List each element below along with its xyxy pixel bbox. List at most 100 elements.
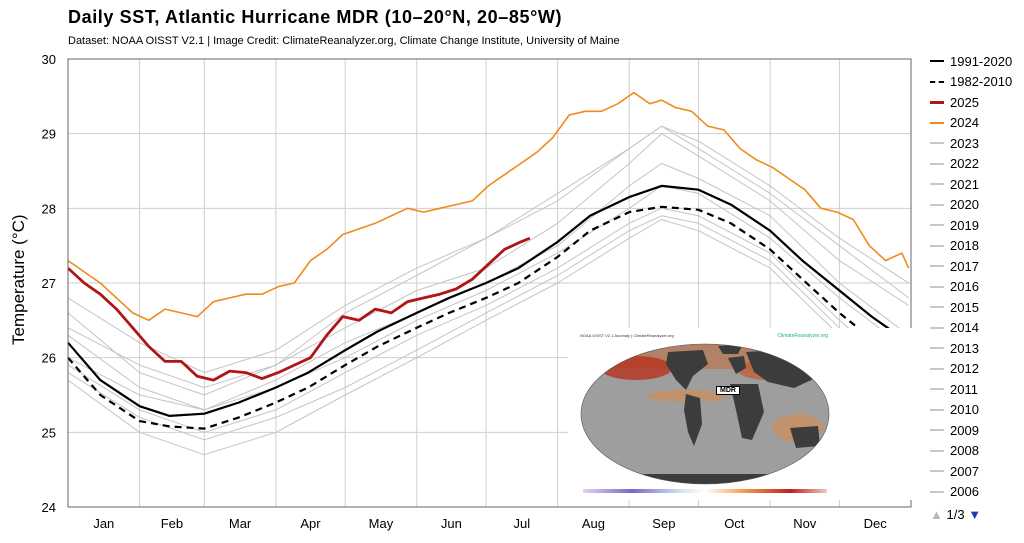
legend-label: 2006 xyxy=(950,484,979,500)
y-tick-label: 27 xyxy=(42,276,56,291)
legend-item[interactable]: 2014 xyxy=(930,318,1024,339)
legend-item[interactable]: 2012 xyxy=(930,359,1024,380)
legend-item[interactable]: 2008 xyxy=(930,441,1024,462)
legend-label: 2009 xyxy=(950,422,979,438)
series-line-2025 xyxy=(67,236,531,382)
legend-item[interactable]: 2021 xyxy=(930,174,1024,195)
y-tick-label: 26 xyxy=(42,351,56,366)
page-down-icon[interactable]: ▼ xyxy=(968,507,982,522)
y-tick-label: 28 xyxy=(42,201,56,216)
inset-logo: ClimateReanalyzer.org xyxy=(777,333,828,339)
legend-label: 2023 xyxy=(950,135,979,151)
legend-swatch-icon xyxy=(930,326,944,329)
legend-swatch-icon xyxy=(930,162,944,165)
series-line-1982-2010 xyxy=(67,205,910,430)
legend-item[interactable]: 2024 xyxy=(930,113,1024,134)
legend-swatch-icon xyxy=(930,408,944,411)
chart-title: Daily SST, Atlantic Hurricane MDR (10–20… xyxy=(68,7,563,27)
x-tick-label: Feb xyxy=(161,516,183,531)
legend-swatch-icon xyxy=(930,80,944,83)
legend-swatch-icon xyxy=(930,142,944,145)
legend-label: 2015 xyxy=(950,299,979,315)
legend-label: 2025 xyxy=(950,94,979,110)
legend-swatch-icon xyxy=(930,306,944,309)
legend-label: 2022 xyxy=(950,156,979,172)
legend-label: 2019 xyxy=(950,217,979,233)
chart-series-lines xyxy=(67,91,910,456)
sst-anomaly-map-inset: NOAA OISST V2.1 Anomaly | ClimateReanaly… xyxy=(568,328,914,500)
legend-swatch-icon xyxy=(930,285,944,288)
legend-swatch-icon xyxy=(930,60,944,63)
x-tick-label: Sep xyxy=(652,516,675,531)
legend-label: 1991-2020 xyxy=(950,53,1013,69)
legend-item[interactable]: 1982-2010 xyxy=(930,72,1024,93)
legend-item[interactable]: 2009 xyxy=(930,420,1024,441)
series-line-other-year-a xyxy=(67,133,909,396)
legend-label: 2021 xyxy=(950,176,979,192)
series-line-other-year-c xyxy=(67,125,909,388)
x-tick-label: Apr xyxy=(300,516,321,531)
legend-item[interactable]: 2022 xyxy=(930,154,1024,175)
legend-item[interactable]: 1991-2020 xyxy=(930,51,1024,72)
legend-swatch-icon xyxy=(930,100,944,104)
legend-item[interactable]: 2015 xyxy=(930,297,1024,318)
legend-label: 2010 xyxy=(950,402,979,418)
legend-label: 2018 xyxy=(950,238,979,254)
legend-item[interactable]: 2013 xyxy=(930,338,1024,359)
chart-legend: 1991-2020 1982-2010 2025 2024 2023 2022 2021 20… xyxy=(930,51,1024,502)
legend-item[interactable]: 2018 xyxy=(930,236,1024,257)
x-tick-label: Jul xyxy=(514,516,531,531)
x-tick-label: Aug xyxy=(582,516,605,531)
x-tick-label: Jun xyxy=(441,516,462,531)
y-axis-ticks: 24 25 26 27 28 29 30 xyxy=(42,52,56,515)
inset-header: NOAA OISST V2.1 Anomaly | ClimateReanaly… xyxy=(580,333,674,338)
legend-swatch-icon xyxy=(930,244,944,247)
legend-label: 1982-2010 xyxy=(950,74,1013,90)
x-tick-label: Oct xyxy=(724,516,745,531)
legend-item[interactable]: 2016 xyxy=(930,277,1024,298)
legend-item[interactable]: 2025 xyxy=(930,92,1024,113)
inset-mdr-label: MDR xyxy=(716,386,740,395)
legend-item[interactable]: 2023 xyxy=(930,133,1024,154)
legend-item[interactable]: 2006 xyxy=(930,482,1024,503)
chart-subtitle: Dataset: NOAA OISST V2.1 | Image Credit:… xyxy=(68,35,620,47)
legend-pager: ▲ 1/3 ▼ xyxy=(930,507,981,522)
world-map-icon xyxy=(580,343,830,493)
legend-swatch-icon xyxy=(930,367,944,370)
page-up-icon[interactable]: ▲ xyxy=(930,507,943,522)
legend-swatch-icon xyxy=(930,265,944,268)
legend-item[interactable]: 2017 xyxy=(930,256,1024,277)
series-line-other-year-d xyxy=(67,219,910,456)
legend-swatch-icon xyxy=(930,347,944,350)
legend-item[interactable]: 2007 xyxy=(930,461,1024,482)
x-tick-label: Mar xyxy=(229,516,252,531)
legend-label: 2020 xyxy=(950,197,979,213)
legend-label: 2024 xyxy=(950,115,979,131)
legend-swatch-icon xyxy=(930,429,944,432)
y-tick-label: 30 xyxy=(42,52,56,67)
legend-page-indicator: 1/3 xyxy=(946,507,965,522)
x-tick-label: Dec xyxy=(864,516,888,531)
legend-swatch-icon xyxy=(930,183,944,186)
legend-swatch-icon xyxy=(930,224,944,227)
legend-swatch-icon xyxy=(930,121,944,124)
x-tick-label: Jan xyxy=(93,516,114,531)
plot-frame xyxy=(67,58,912,508)
legend-swatch-icon xyxy=(930,490,944,493)
legend-item[interactable]: 2020 xyxy=(930,195,1024,216)
legend-swatch-icon xyxy=(930,388,944,391)
y-tick-label: 29 xyxy=(42,127,56,142)
legend-label: 2011 xyxy=(950,381,978,397)
x-tick-label: May xyxy=(369,516,394,531)
legend-item[interactable]: 2019 xyxy=(930,215,1024,236)
legend-swatch-icon xyxy=(930,203,944,206)
series-line-1991-2020 xyxy=(67,184,910,417)
x-tick-label: Nov xyxy=(793,516,817,531)
series-line-other-year-f xyxy=(67,185,910,411)
legend-item[interactable]: 2010 xyxy=(930,400,1024,421)
legend-item[interactable]: 2011 xyxy=(930,379,1024,400)
series-line-2024 xyxy=(67,91,910,322)
y-tick-label: 24 xyxy=(42,500,56,515)
legend-swatch-icon xyxy=(930,470,944,473)
x-axis-month-labels: Jan Feb Mar Apr May Jun Jul Aug Sep Oct Nov Dec xyxy=(93,516,887,531)
